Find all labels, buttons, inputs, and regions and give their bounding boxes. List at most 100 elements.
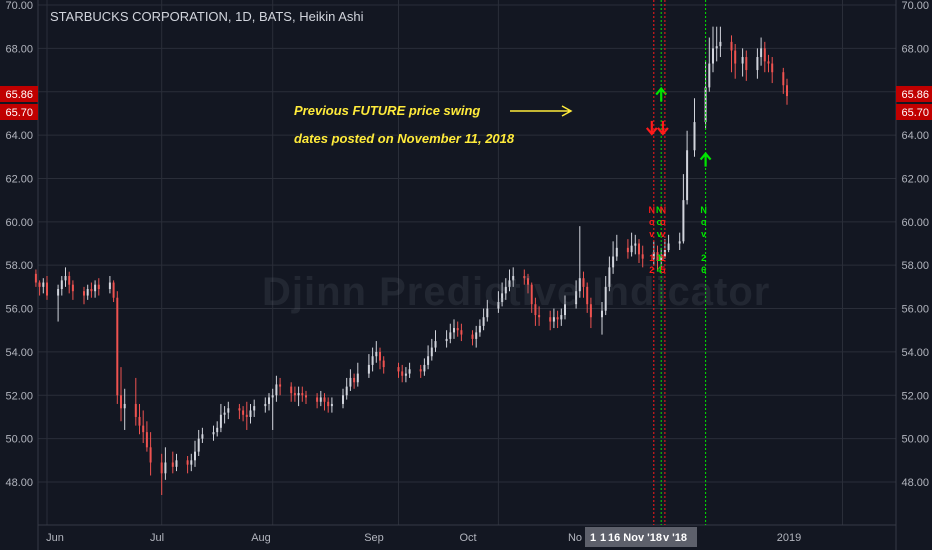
candle-body	[534, 304, 537, 316]
candle-body	[94, 284, 97, 292]
candle-body	[238, 408, 241, 411]
candle-body	[430, 347, 433, 357]
candle-body	[293, 393, 296, 396]
y-axis-label-left: 56.00	[5, 304, 33, 316]
candle-body	[497, 302, 500, 309]
y-axis-label-left: 52.00	[5, 390, 33, 402]
candle-body	[323, 397, 326, 402]
candle-body	[275, 384, 278, 396]
candle-body	[652, 252, 655, 259]
candle-body	[767, 61, 770, 64]
marker-label-char: 2	[649, 265, 654, 275]
marker-label-char: 1	[657, 253, 662, 263]
candle-body	[630, 245, 633, 253]
marker-label-char: 6	[701, 265, 706, 275]
candle-body	[164, 462, 167, 474]
marker-label-char: N	[700, 205, 707, 215]
candle-body	[575, 291, 578, 305]
candle-body	[219, 414, 222, 428]
candle-body	[634, 243, 637, 246]
y-axis-label-right: 50.00	[901, 434, 929, 446]
candle-body	[279, 384, 282, 387]
candle-body	[538, 315, 541, 318]
marker-label-char: o	[649, 217, 655, 227]
candle-body	[90, 289, 93, 292]
candle-body	[586, 286, 589, 305]
candle-body	[123, 403, 126, 409]
candle-body	[68, 276, 71, 285]
x-axis-label: 2019	[777, 532, 801, 544]
price-tag-right	[896, 86, 932, 102]
x-axis-label: No	[568, 532, 582, 544]
price-tag-right	[896, 104, 932, 120]
y-axis-label-right: 48.00	[901, 477, 929, 489]
marker-label-char: v	[701, 229, 706, 239]
price-tag-right-text: 65.86	[901, 89, 929, 101]
candle-body	[678, 241, 681, 244]
candle-body	[197, 438, 200, 452]
candle-body	[771, 63, 774, 73]
candle-body	[60, 280, 63, 290]
candle-body	[512, 276, 515, 281]
candle-body	[83, 291, 85, 296]
x-axis-highlight-label: 1	[600, 532, 606, 544]
candle-body	[712, 48, 714, 64]
annotation-line-1: Previous FUTURE price swing	[294, 103, 481, 118]
candle-body	[456, 328, 459, 331]
candle-body	[160, 462, 163, 474]
candle-body	[367, 364, 370, 374]
candle-body	[138, 416, 141, 426]
x-axis-date-highlight	[585, 527, 697, 547]
candle-body	[604, 286, 607, 311]
candle-body	[486, 308, 489, 318]
candle-body	[501, 293, 504, 303]
candle-body	[730, 41, 733, 51]
candle-body	[71, 284, 74, 292]
candle-body	[223, 412, 226, 415]
candle-body	[86, 289, 89, 296]
marker-label-char: 4	[657, 265, 662, 275]
candle-body	[227, 408, 230, 413]
candle-body	[756, 57, 759, 71]
candle-body	[427, 356, 430, 365]
candle-body	[268, 397, 270, 404]
price-tag-left	[0, 104, 38, 120]
candle-body	[582, 278, 585, 287]
candle-body	[549, 317, 552, 322]
candle-body	[523, 276, 526, 279]
candle-body	[578, 278, 581, 292]
y-axis-label-left: 64.00	[5, 130, 33, 142]
marker-label-char: o	[656, 217, 662, 227]
x-axis-label: Jun	[46, 532, 64, 544]
candle-body	[508, 280, 511, 287]
candle-body	[34, 273, 37, 283]
y-axis-label-left: 68.00	[5, 43, 33, 55]
candle-body	[471, 334, 474, 339]
y-axis-label-left: 50.00	[5, 434, 33, 446]
candle-body	[342, 395, 344, 404]
candle-body	[97, 284, 100, 290]
price-tag-right-text: 65.70	[901, 107, 929, 119]
candle-body	[201, 434, 204, 439]
candle-body	[552, 317, 555, 322]
candle-body	[356, 373, 359, 383]
candle-body	[460, 330, 463, 335]
candle-body	[397, 367, 400, 372]
candle-body	[46, 282, 48, 296]
candle-body	[667, 243, 670, 251]
y-axis-label-right: 68.00	[901, 43, 929, 55]
candle-body	[745, 57, 748, 71]
candle-body	[316, 397, 319, 402]
candle-body	[171, 462, 174, 467]
candle-body	[589, 304, 592, 318]
candle-body	[353, 377, 356, 383]
x-axis-highlight-label: 1	[590, 532, 596, 544]
marker-label-char: 1	[660, 253, 665, 263]
x-axis-label: Jul	[150, 532, 164, 544]
candle-body	[423, 364, 426, 372]
candle-body	[782, 72, 785, 86]
y-axis-label-right: 60.00	[901, 217, 929, 229]
candle-body	[445, 338, 448, 342]
marker-label-char: 1	[649, 253, 654, 263]
